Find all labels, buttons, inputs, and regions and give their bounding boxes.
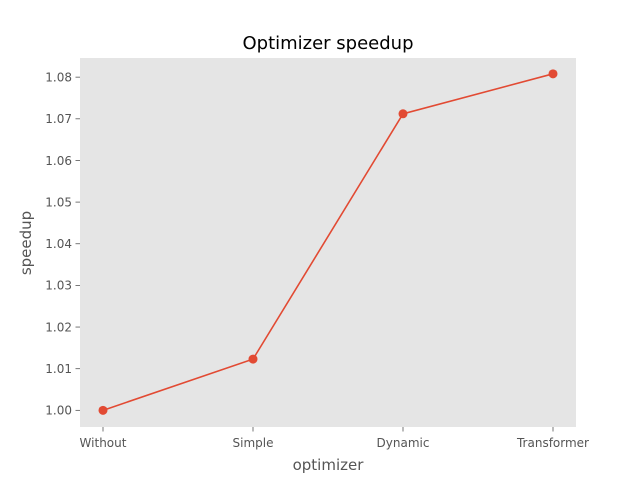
plot-area [80,58,576,427]
series-layer [98,69,558,415]
y-tick-label: 1.07 [45,112,72,126]
y-tick-label: 1.06 [45,154,72,168]
y-axis-label: speedup [17,211,35,275]
series-line [102,73,554,412]
y-tick-label: 1.03 [45,279,72,293]
y-tick-label: 1.04 [45,237,72,251]
data-point [248,354,258,364]
data-point [398,109,408,119]
y-tick-label: 1.01 [45,362,72,376]
chart-title: Optimizer speedup [242,33,413,54]
y-tick-label: 1.02 [45,320,72,334]
x-axis: Without Simple Dynamic Transformer [80,427,589,450]
x-axis-label: optimizer [293,456,365,474]
y-tick-label: 1.08 [45,70,72,84]
x-tick-label: Without [80,436,127,450]
data-point [548,69,558,79]
data-point [98,405,108,415]
x-tick-label: Dynamic [377,436,430,450]
y-tick-label: 1.00 [45,404,72,418]
x-tick-label: Transformer [516,436,589,450]
y-tick-label: 1.05 [45,195,72,209]
y-axis: 1.00 1.01 1.02 1.03 1.04 1.05 1.06 1.07 1.08 [45,70,80,418]
x-tick-label: Simple [233,436,274,450]
